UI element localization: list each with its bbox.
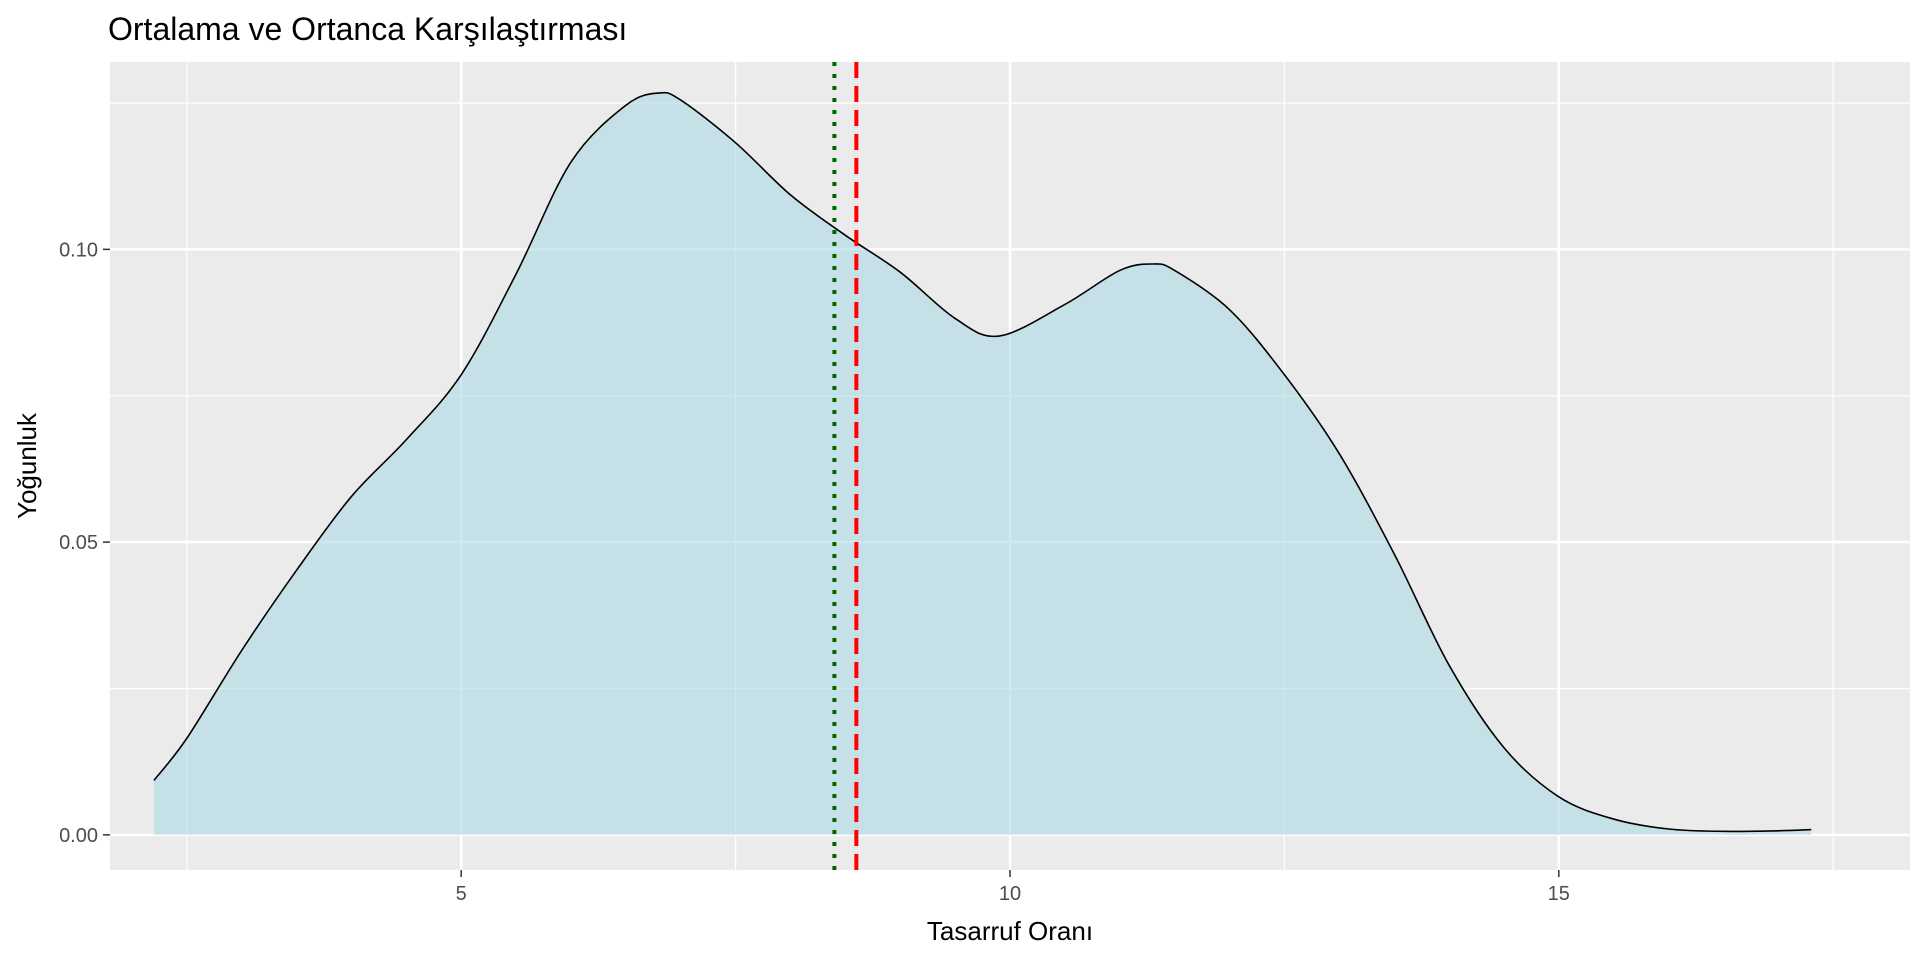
y-tick-label: 0.10 — [59, 239, 98, 261]
x-axis-title: Tasarruf Oranı — [927, 916, 1093, 946]
x-tick-label: 10 — [999, 883, 1021, 905]
reference-lines — [832, 62, 859, 870]
density-area — [153, 92, 1812, 835]
y-tick-label: 0.00 — [59, 825, 98, 847]
chart-title: Ortalama ve Ortanca Karşılaştırması — [108, 11, 627, 47]
x-tick-label: 5 — [456, 883, 467, 905]
x-axis: 5 10 15 — [456, 870, 1570, 905]
y-axis-title: Yoğunluk — [12, 412, 42, 519]
x-tick-label: 15 — [1548, 883, 1570, 905]
y-tick-label: 0.05 — [59, 532, 98, 554]
density-line — [153, 91, 1812, 833]
y-axis: 0.00 0.05 0.10 — [59, 239, 110, 847]
